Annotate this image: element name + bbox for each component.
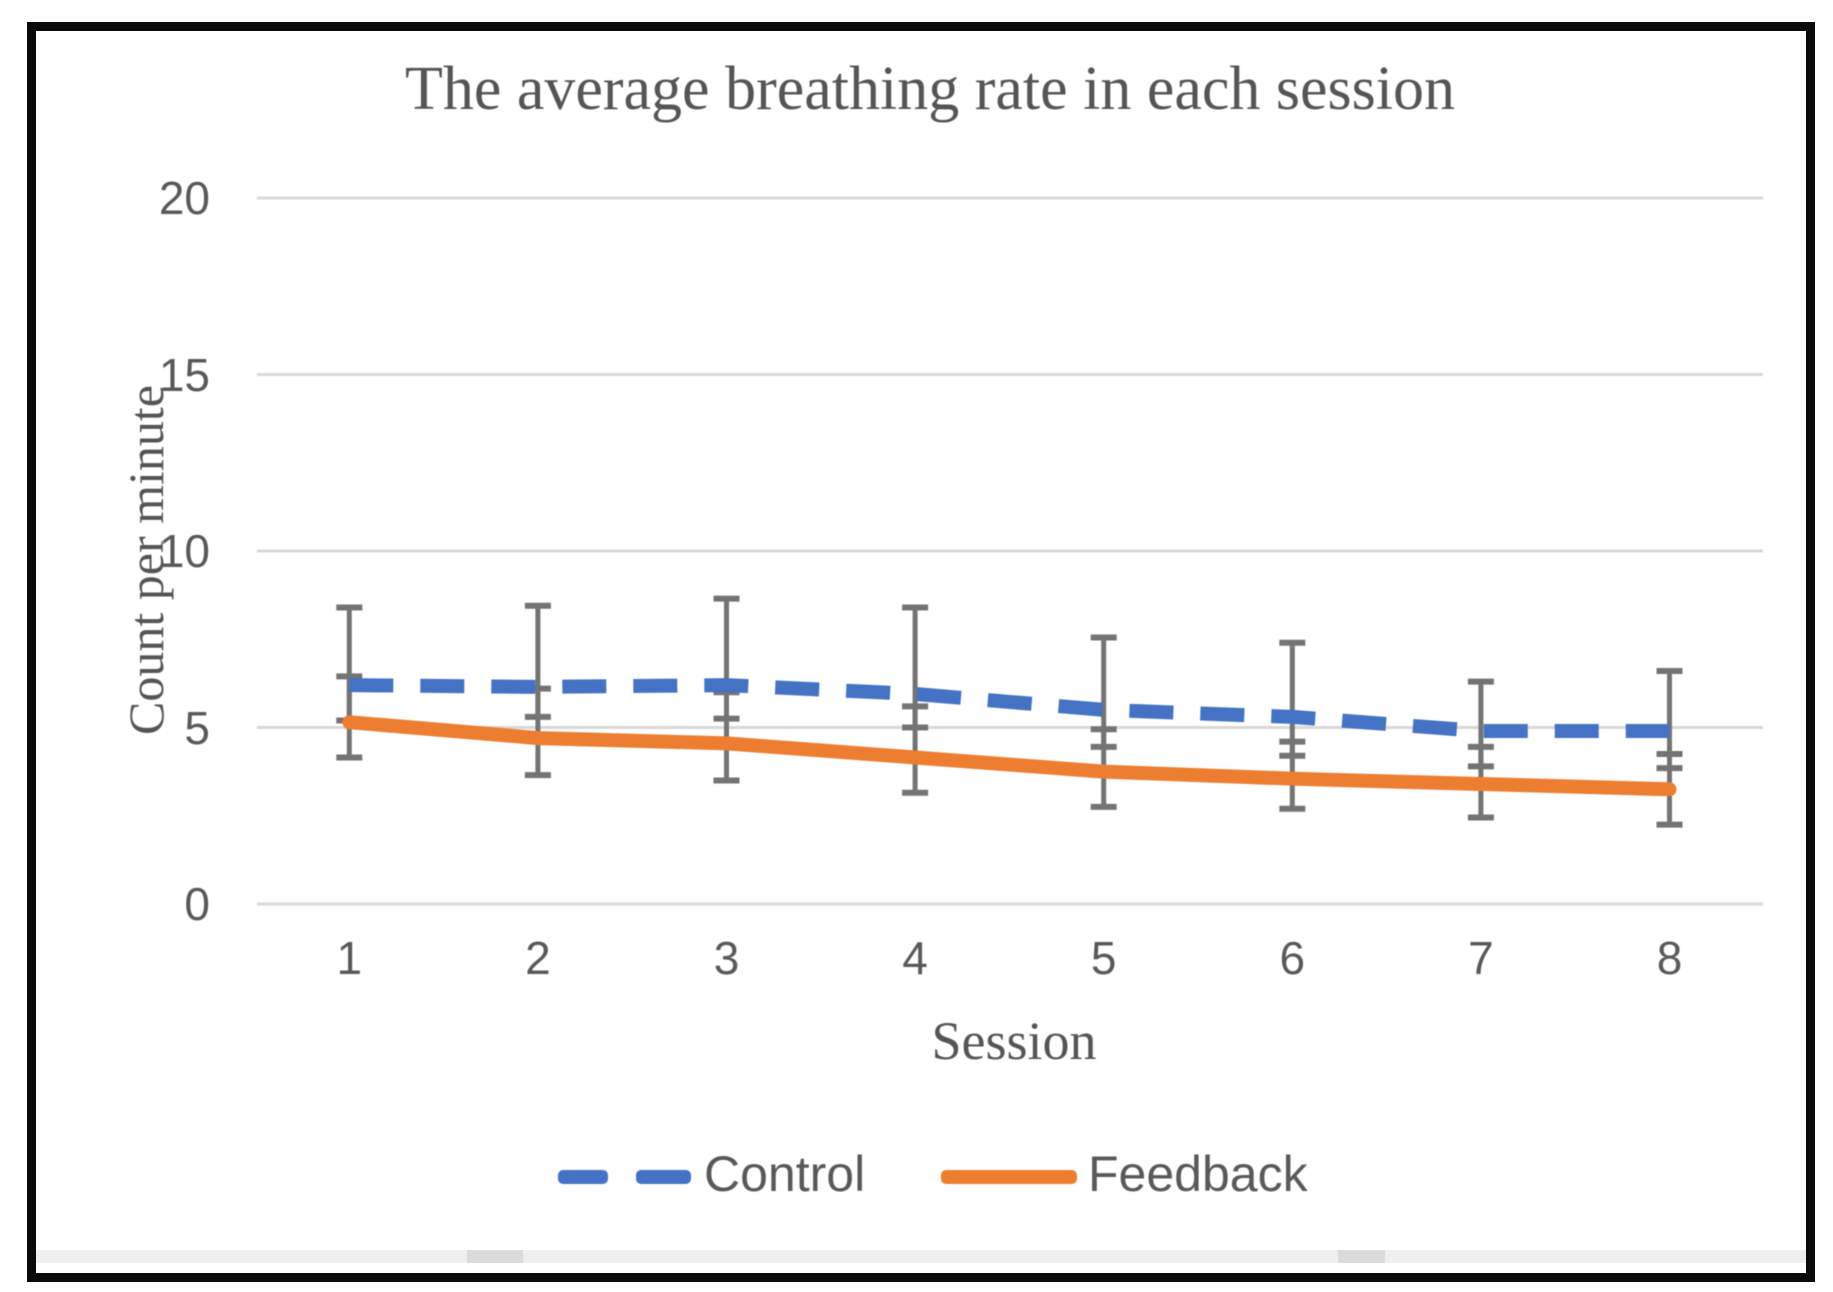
scrollbar-segment[interactable]: [1338, 1250, 1385, 1263]
x-tick-label-7: 7: [1468, 932, 1494, 984]
y-tick-label-20: 20: [158, 172, 210, 224]
scrollbar-segment[interactable]: [467, 1250, 523, 1263]
series-line-control: [349, 678, 1670, 739]
x-tick-label-5: 5: [1090, 932, 1117, 984]
legend-label-feedback: Feedback: [1088, 1146, 1308, 1202]
y-tick-label-15: 15: [158, 348, 210, 401]
series-line-feedback: [342, 715, 1677, 797]
legend-control-dash-icon: [558, 1170, 608, 1184]
x-tick-label-4: 4: [902, 932, 928, 984]
x-tick-label-6: 6: [1279, 932, 1306, 984]
y-tick-label-10: 10: [158, 525, 210, 577]
x-tick-label-2: 2: [525, 932, 551, 984]
scrollbar-track[interactable]: [36, 1250, 1806, 1263]
chart-title: The average breathing rate in each sessi…: [404, 55, 1456, 123]
legend-feedback-line-icon: [941, 1170, 1077, 1184]
x-tick-label-8: 8: [1656, 932, 1683, 984]
legend-label-control: Control: [704, 1146, 866, 1202]
x-axis-label: Session: [931, 1011, 1097, 1071]
legend-control-dash-icon: [636, 1170, 691, 1184]
y-tick-label-5: 5: [184, 701, 210, 754]
x-tick-label-3: 3: [713, 932, 740, 984]
y-tick-label-0: 0: [184, 878, 210, 930]
x-tick-label-1: 1: [336, 932, 363, 984]
